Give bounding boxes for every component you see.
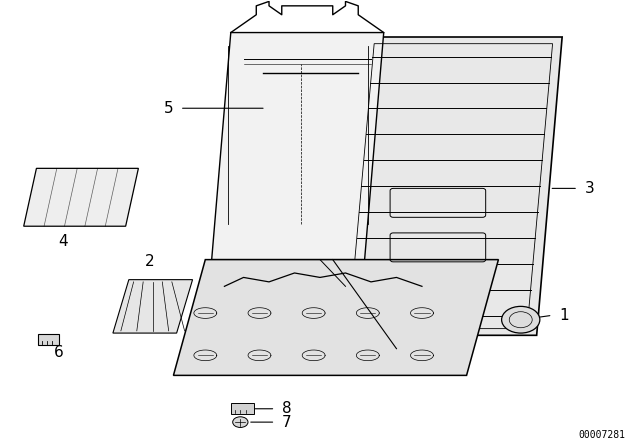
Text: 6: 6 [54,345,63,360]
Text: 2: 2 [145,254,154,269]
Polygon shape [173,260,499,375]
Polygon shape [24,168,138,226]
Polygon shape [113,280,193,333]
Circle shape [233,417,248,427]
Text: 00007281: 00007281 [579,430,626,440]
Text: 8: 8 [282,401,291,416]
Text: 3: 3 [584,181,594,196]
FancyBboxPatch shape [38,333,59,345]
FancyBboxPatch shape [231,404,253,414]
Polygon shape [212,33,384,260]
Polygon shape [339,37,562,335]
Text: 7: 7 [282,414,291,430]
Text: 1: 1 [559,308,568,323]
Text: 4: 4 [59,234,68,249]
Text: 5: 5 [164,101,173,116]
Circle shape [502,306,540,333]
